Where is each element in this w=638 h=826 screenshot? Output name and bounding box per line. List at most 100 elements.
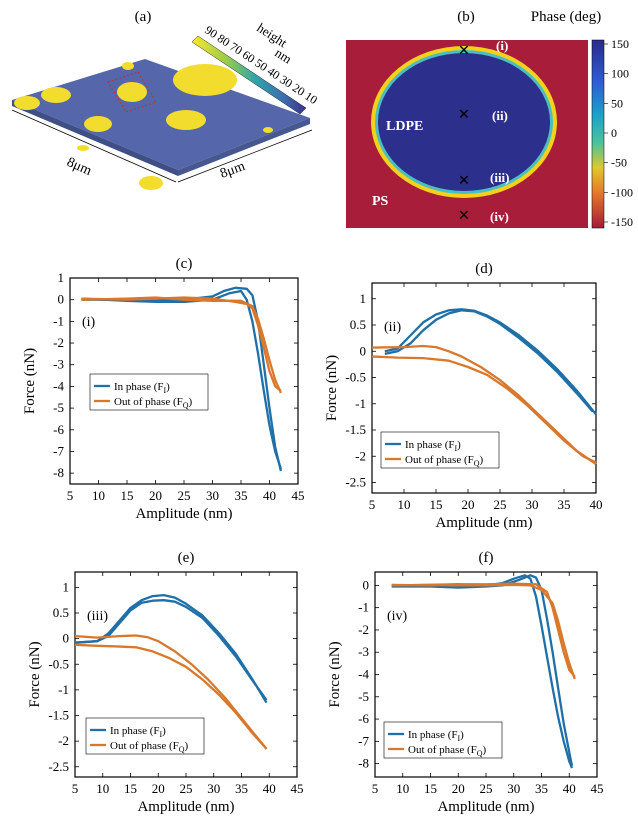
x-tick-label: 25 (178, 488, 191, 503)
chart-panel-d: (d) 5 10 15 20 25 30 35 40 1 0.5 0 -0.5 -1 -1.5 -2 -2.5 A… (324, 261, 603, 531)
series-line (371, 344, 597, 466)
grain (77, 145, 89, 151)
chart-panel-label: (d) (475, 261, 493, 277)
grain (139, 176, 163, 190)
legend-entry: Out of phase (FQ) (114, 396, 193, 410)
x-tick-label: 35 (235, 781, 248, 796)
legend: In phase (FI)Out of phase (FQ) (383, 721, 503, 759)
grain (173, 64, 237, 96)
x-tick-label: 30 (507, 781, 520, 796)
series-line (391, 582, 576, 678)
x-tick-label: 40 (263, 488, 276, 503)
y-tick-label: -2.5 (48, 759, 69, 774)
phase-colorbar-ticks: 150 100 50 0 -50 -100 -150 (604, 37, 633, 229)
y-tick-label: 1 (63, 579, 70, 594)
x-tick-label: 40 (263, 781, 276, 796)
chart-panel-label: (f) (479, 550, 494, 566)
plot-frame (371, 282, 597, 494)
chart-panel-e: (e) 5 10 15 20 25 30 35 40 45 1 0.5 0 -0.5 -1 -1.5 -2 -2.… (27, 550, 304, 815)
height-colorbar-tick-label: 10 (302, 89, 320, 107)
x-axis-label: Amplitude (nm) (437, 799, 534, 815)
legend: In phase (FI)Out of phase (FQ) (85, 717, 205, 755)
y-tick-label: -1 (355, 396, 366, 411)
y-tick-label: -8 (358, 756, 369, 771)
curve-annotation: (ii) (384, 320, 401, 335)
y-tick-label: -1.5 (48, 708, 69, 723)
x-tick-label: 10 (96, 781, 109, 796)
probe-label-i: (i) (496, 38, 508, 53)
afm-surface-edge (12, 100, 178, 176)
curve-annotation: (iv) (387, 609, 408, 624)
probe-label-iii: (iii) (490, 170, 510, 185)
phase-colorbar-tick-label: -100 (611, 185, 633, 199)
legend: In phase (FI)Out of phase (FQ) (89, 373, 209, 411)
phase-colorbar-tick-label: 100 (611, 67, 629, 81)
legend-entry: Out of phase (FQ) (110, 740, 189, 754)
legend-entry: Out of phase (FQ) (408, 744, 487, 758)
curve-annotation: (i) (82, 315, 96, 330)
y-tick-label: 0 (363, 577, 370, 592)
x-tick-label: 40 (590, 497, 603, 512)
x-tick-label: 5 (369, 497, 376, 512)
series-line (391, 574, 574, 767)
probe-label-iv: (iv) (490, 209, 509, 224)
x-tick-label: 10 (92, 488, 105, 503)
x-axis-label: Amplitude (nm) (137, 799, 234, 815)
y-tick-label: -2 (358, 622, 369, 637)
x-tick-label: 20 (149, 488, 162, 503)
x-tick-label: 35 (535, 781, 548, 796)
x-tick-label: 40 (563, 781, 576, 796)
chart-panel-label: (c) (176, 256, 193, 272)
legend-entry: In phase (FI) (405, 439, 461, 453)
legend-entry: In phase (FI) (110, 725, 166, 739)
afm-surface-edge (178, 118, 310, 176)
y-tick-label: -0.5 (345, 370, 366, 385)
legend-box (85, 717, 205, 755)
y-tick-label: -2 (53, 335, 64, 350)
phase-colorbar-tick-label: 0 (611, 126, 617, 140)
x-tick-label: 30 (207, 781, 220, 796)
legend-entry: In phase (FI) (114, 381, 170, 395)
legend-box (383, 721, 503, 759)
grain (14, 96, 40, 110)
phase-colorbar-tick-label: -150 (611, 215, 633, 229)
ldpe-particle (378, 53, 550, 191)
phase-colorbar (591, 39, 605, 229)
curve-annotation: (iii) (87, 609, 108, 624)
y-tick-label: -6 (53, 422, 64, 437)
chart-panel-f: (f) 5 10 15 20 25 30 35 40 45 0 -1 -2 -3 -4 -5 -6 -7 -8 Amp… (327, 550, 604, 815)
legend: In phase (FI)Out of phase (FQ) (380, 431, 500, 469)
afm-height-surface (12, 59, 310, 170)
phase-colorbar-tick-label: 50 (611, 96, 623, 110)
selection-box (107, 71, 157, 113)
y-axis-label: Force (nN) (22, 348, 38, 414)
series-line (371, 355, 597, 464)
height-colorbar-title: height (254, 20, 290, 50)
panel-a-label: (a) (135, 9, 152, 25)
x-tick-label: 5 (372, 781, 379, 796)
grain (122, 62, 134, 70)
series-line (81, 289, 282, 470)
y-tick-label: -2 (58, 733, 69, 748)
x-tick-label: 45 (292, 488, 305, 503)
y-tick-label: -1 (358, 600, 369, 615)
x-tick-label: 25 (180, 781, 193, 796)
dimension-line (11, 109, 177, 183)
series-line (74, 643, 268, 750)
y-tick-label: -2 (355, 448, 366, 463)
probe-mark-iv: × (458, 205, 469, 227)
y-tick-label: 0 (360, 343, 367, 358)
y-tick-label: -5 (358, 689, 369, 704)
y-tick-label: 0.5 (350, 317, 366, 332)
ldpe-grains (14, 62, 273, 190)
y-tick-label: -1.5 (345, 422, 366, 437)
phase-colorbar-tick-label: -50 (611, 156, 627, 170)
y-tick-label: -4 (53, 378, 64, 393)
x-tick-label: 35 (558, 497, 571, 512)
x-tick-label: 20 (152, 781, 165, 796)
dimension-label-left: 8μm (64, 155, 93, 179)
probe-mark-i: × (458, 40, 469, 62)
x-tick-label: 45 (591, 781, 604, 796)
legend-entry: Out of phase (FQ) (405, 454, 484, 468)
y-tick-label: -3 (53, 357, 64, 372)
